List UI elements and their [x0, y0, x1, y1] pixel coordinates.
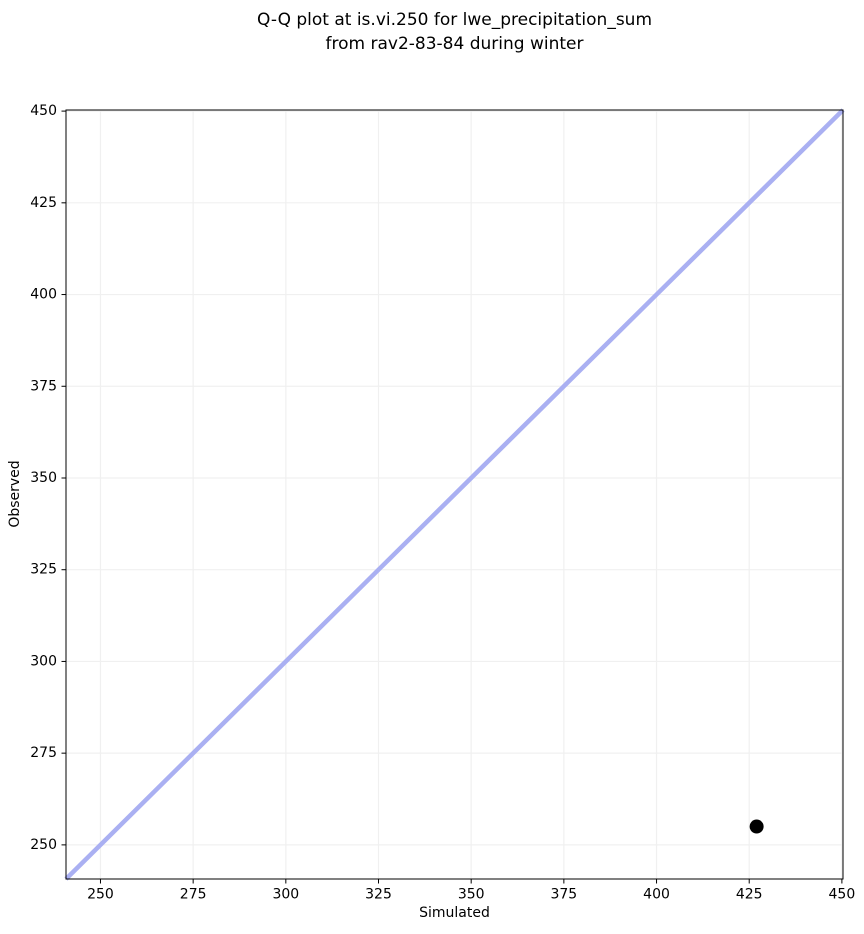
x-tick-label: 375: [550, 887, 577, 903]
x-axis-label: Simulated: [419, 905, 490, 921]
x-tick-label: 250: [87, 887, 114, 903]
y-tick-label: 300: [30, 653, 57, 669]
identity-line: [64, 108, 845, 881]
data-point: [749, 819, 764, 834]
y-tick-label: 450: [30, 103, 57, 119]
y-axis-label: Observed: [7, 460, 23, 528]
y-tick-label: 425: [30, 195, 57, 211]
x-tick-label: 300: [272, 887, 299, 903]
x-tick-label: 350: [458, 887, 485, 903]
chart-title: Q-Q plot at is.vi.250 for lwe_precipitat…: [66, 8, 843, 56]
y-tick-label: 325: [30, 562, 57, 578]
x-tick-label: 425: [736, 887, 763, 903]
chart-title-line2: from rav2-83-84 during winter: [325, 34, 584, 54]
y-tick-label: 275: [30, 745, 57, 761]
y-tick-label: 350: [30, 470, 57, 486]
x-tick-label: 325: [365, 887, 392, 903]
chart-title-line1: Q-Q plot at is.vi.250 for lwe_precipitat…: [256, 10, 653, 30]
x-tick-label: 450: [829, 887, 856, 903]
y-tick-label: 400: [30, 287, 57, 303]
x-tick-label: 400: [643, 887, 670, 903]
x-tick-label: 275: [180, 887, 207, 903]
y-tick-label: 375: [30, 378, 57, 394]
y-tick-label: 250: [30, 837, 57, 853]
plot-frame: [65, 109, 844, 880]
